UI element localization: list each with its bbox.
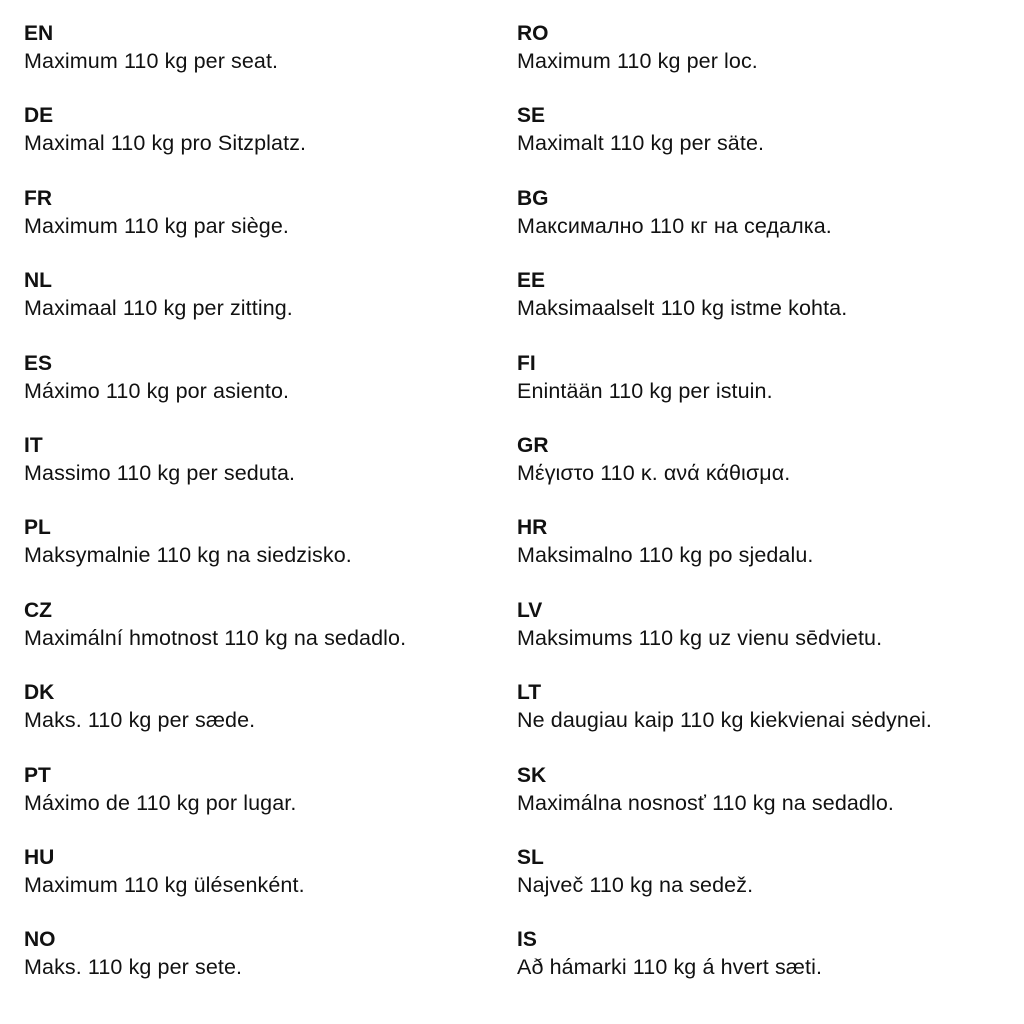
language-entry: SL Največ 110 kg na sedež. <box>517 844 932 926</box>
weight-limit-text: Massimo 110 kg per seduta. <box>24 460 296 485</box>
language-code: EE <box>517 269 546 293</box>
language-entry: CZ Maximální hmotnost 110 kg na sedadlo. <box>24 597 406 679</box>
weight-limit-text: Maks. 110 kg per sæde. <box>24 708 256 733</box>
language-code: RO <box>517 22 549 45</box>
language-code: IS <box>517 928 537 952</box>
language-entry: DK Maks. 110 kg per sæde. <box>24 679 406 761</box>
language-code: NL <box>24 269 52 293</box>
language-code: LT <box>517 681 542 705</box>
language-entry: SK Maximálna nosnosť 110 kg na sedadlo. <box>517 762 932 844</box>
language-code: CZ <box>24 598 52 622</box>
language-code: SK <box>517 763 547 787</box>
language-code: DE <box>24 104 54 128</box>
language-entry: NL Maximaal 110 kg per zitting. <box>24 267 406 349</box>
language-code: HR <box>517 516 548 540</box>
weight-limit-text: Enintään 110 kg per istuin. <box>517 378 773 403</box>
language-code: FI <box>517 351 536 375</box>
weight-limit-text: Maximální hmotnost 110 kg na sedadlo. <box>24 625 407 650</box>
language-code: FR <box>24 186 52 210</box>
language-entry: NO Maks. 110 kg per sete. <box>24 926 406 1008</box>
weight-limit-text: Maximum 110 kg per loc. <box>517 49 758 73</box>
language-entry: RO Maximum 110 kg per loc. <box>517 20 932 102</box>
language-entry: FI Enintään 110 kg per istuin. <box>517 350 932 432</box>
language-entry: EE Maksimaalselt 110 kg istme kohta. <box>517 267 932 349</box>
weight-limit-text: Maksimums 110 kg uz vienu sēdvietu. <box>517 625 883 650</box>
language-entry: IT Massimo 110 kg per seduta. <box>24 432 406 514</box>
language-entry: FR Maximum 110 kg par siège. <box>24 185 406 267</box>
language-entry: EN Maximum 110 kg per seat. <box>24 20 406 102</box>
language-entry: DE Maximal 110 kg pro Sitzplatz. <box>24 102 406 184</box>
weight-limit-text: Að hámarki 110 kg á hvert sæti. <box>517 955 823 980</box>
weight-limit-text: Máximo de 110 kg por lugar. <box>24 790 297 815</box>
language-code: BG <box>517 186 549 210</box>
language-code: EN <box>24 22 54 45</box>
weight-limit-text: Maks. 110 kg per sete. <box>24 955 243 980</box>
weight-limit-text: Maksimaalselt 110 kg istme kohta. <box>517 296 848 321</box>
language-entry: PT Máximo de 110 kg por lugar. <box>24 762 406 844</box>
language-code: SE <box>517 104 546 128</box>
weight-limit-text: Največ 110 kg na sedež. <box>517 872 754 897</box>
weight-limit-text: Maximal 110 kg pro Sitzplatz. <box>24 131 307 156</box>
language-entry: ES Máximo 110 kg por asiento. <box>24 350 406 432</box>
language-entry: HR Maksimalno 110 kg po sjedalu. <box>517 514 932 596</box>
weight-limit-text: Maximum 110 kg ülésenként. <box>24 872 305 897</box>
language-code: PL <box>24 516 51 540</box>
language-entry: PL Maksymalnie 110 kg na siedzisko. <box>24 514 406 596</box>
left-language-column: EN Maximum 110 kg per seat. DE Maximal 110 … <box>24 20 406 1009</box>
weight-limit-text: Maksimalno 110 kg po sjedalu. <box>517 543 814 568</box>
language-entry: HU Maximum 110 kg ülésenként. <box>24 844 406 926</box>
language-entry: GR Μέγιστο 110 κ. ανά κάθισμα. <box>517 432 932 514</box>
weight-limit-text: Maksymalnie 110 kg na siedzisko. <box>24 543 352 568</box>
language-code: DK <box>24 681 55 705</box>
weight-limit-text: Maximaal 110 kg per zitting. <box>24 296 293 321</box>
language-code: HU <box>24 845 55 869</box>
right-language-column: RO Maximum 110 kg per loc. SE Maximalt 110 … <box>517 20 932 1009</box>
language-code: PT <box>24 763 51 787</box>
language-code: NO <box>24 928 56 952</box>
language-code: SL <box>517 845 544 869</box>
language-entry: IS Að hámarki 110 kg á hvert sæti. <box>517 926 932 1008</box>
language-entry: SE Maximalt 110 kg per säte. <box>517 102 932 184</box>
language-code: ES <box>24 351 53 375</box>
language-entry: BG Максимално 110 кг на седалка. <box>517 185 932 267</box>
weight-limit-text: Μέγιστο 110 κ. ανά κάθισμα. <box>517 460 791 485</box>
weight-limit-text: Максимално 110 кг на седалка. <box>517 213 832 238</box>
language-code: LV <box>517 598 543 622</box>
weight-limit-text: Ne daugiau kaip 110 kg kiekvienai sėdyne… <box>517 708 932 733</box>
language-code: IT <box>24 433 43 457</box>
weight-limit-text: Maximum 110 kg par siège. <box>24 213 289 238</box>
language-entry: LV Maksimums 110 kg uz vienu sēdvietu. <box>517 597 932 679</box>
language-code: GR <box>517 433 549 457</box>
weight-limit-text: Maximum 110 kg per seat. <box>24 49 279 73</box>
weight-limit-text: Máximo 110 kg por asiento. <box>24 378 290 403</box>
weight-limit-text: Maximálna nosnosť 110 kg na sedadlo. <box>517 790 894 815</box>
language-entry: LT Ne daugiau kaip 110 kg kiekvienai sėdy… <box>517 679 932 761</box>
weight-limit-text: Maximalt 110 kg per säte. <box>517 131 765 156</box>
